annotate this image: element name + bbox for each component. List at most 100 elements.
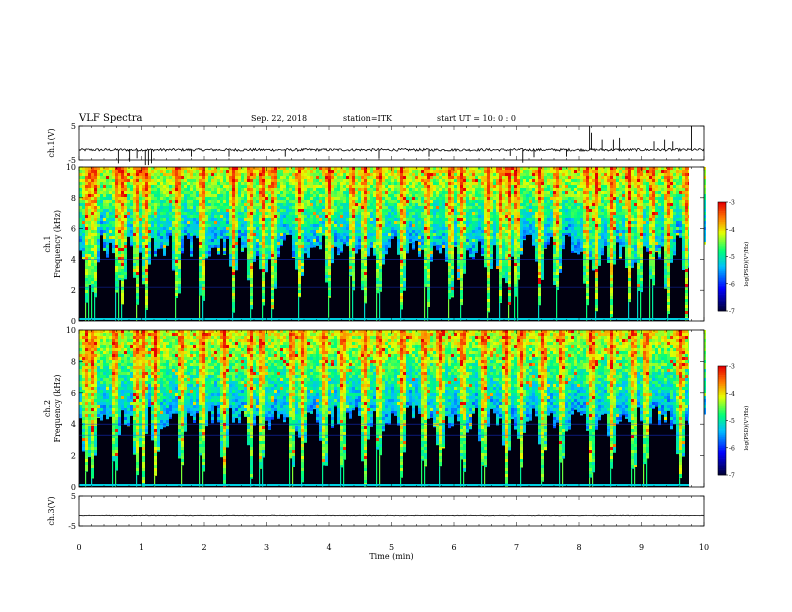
spectrogram-cell	[103, 194, 106, 197]
spectrogram-cell	[421, 245, 424, 248]
spectrogram-cell	[307, 233, 310, 236]
spectrogram-cell	[91, 266, 94, 269]
spectrogram-cell	[487, 206, 490, 209]
spectrogram-cell	[490, 185, 493, 188]
spectrogram-cell	[229, 257, 232, 260]
spectrogram-cell	[193, 188, 196, 191]
spectrogram-cell	[211, 203, 214, 206]
spectrogram-cell	[109, 230, 112, 233]
spectrogram-spike	[427, 307, 429, 321]
spectrogram-cell	[418, 197, 421, 200]
spectrogram-cell	[223, 227, 226, 230]
spectrogram-cell	[190, 245, 193, 248]
spectrogram-cell	[166, 167, 169, 170]
spectrogram-cell	[199, 239, 202, 242]
spectrogram-cell	[457, 224, 460, 227]
spectrogram-cell	[148, 209, 151, 212]
spectrogram-cell	[313, 167, 316, 170]
spectrogram-cell	[187, 176, 190, 179]
spectrogram-cell	[268, 233, 271, 236]
spectrogram-cell	[313, 179, 316, 182]
spectrogram-cell	[394, 203, 397, 206]
spectrogram-cell	[136, 254, 139, 257]
spectrogram-spike	[499, 303, 501, 321]
spectrogram-cell	[517, 224, 520, 227]
spectrogram-cell	[133, 248, 136, 251]
spectrogram-cell	[298, 269, 301, 272]
spectrogram-cell	[142, 194, 145, 197]
spectrogram-cell	[280, 242, 283, 245]
spectrogram-cell	[283, 203, 286, 206]
spectrogram-cell	[94, 206, 97, 209]
spectrogram-cell	[277, 188, 280, 191]
spectrogram-cell	[517, 179, 520, 182]
spectrogram-cell	[196, 197, 199, 200]
spectrogram-cell	[385, 185, 388, 188]
spectrogram-cell	[472, 239, 475, 242]
spectrogram-cell	[202, 227, 205, 230]
spectrogram-cell	[163, 242, 166, 245]
spectrogram-cell	[406, 215, 409, 218]
spectrogram-cell	[370, 233, 373, 236]
spectrogram-cell	[418, 233, 421, 236]
spectrogram-cell	[184, 197, 187, 200]
spectrogram-cell	[148, 185, 151, 188]
spectrogram-cell	[376, 260, 379, 263]
spectrogram-cell	[178, 179, 181, 182]
spectrogram-cell	[109, 227, 112, 230]
spectrogram-cell	[274, 230, 277, 233]
spectrogram-cell	[331, 233, 334, 236]
spectrogram-cell	[427, 254, 430, 257]
spectrogram-cell	[451, 242, 454, 245]
spectrogram-cell	[499, 257, 502, 260]
spectrogram-cell	[400, 182, 403, 185]
spectrogram-cell	[307, 209, 310, 212]
spectrogram-cell	[331, 215, 334, 218]
spectrogram-cell	[448, 254, 451, 257]
spectrogram-cell	[136, 188, 139, 191]
spectrogram-cell	[496, 245, 499, 248]
spectrogram-cell	[505, 257, 508, 260]
spectrogram-cell	[448, 170, 451, 173]
spectrogram-cell	[160, 242, 163, 245]
spectrogram-cell	[457, 251, 460, 254]
spectrogram-cell	[352, 269, 355, 272]
spectrogram-cell	[484, 188, 487, 191]
spectrogram-cell	[355, 221, 358, 224]
spectrogram-cell	[136, 227, 139, 230]
spectrogram-cell	[94, 182, 97, 185]
spectrogram-cell	[88, 212, 91, 215]
spectrogram-cell	[490, 251, 493, 254]
spectrogram-cell	[301, 176, 304, 179]
spectrogram-cell	[190, 218, 193, 221]
spectrogram-spike	[448, 299, 450, 321]
spectrogram-cell	[514, 197, 517, 200]
spectrogram-cell	[274, 254, 277, 257]
spectrogram-cell	[109, 182, 112, 185]
spectrogram-cell	[337, 242, 340, 245]
spectrogram-cell	[433, 194, 436, 197]
spectrogram-cell	[199, 272, 202, 275]
spectrogram-cell	[103, 230, 106, 233]
spectrogram-cell	[202, 221, 205, 224]
spectrogram-cell	[400, 248, 403, 251]
spectrogram-cell	[394, 230, 397, 233]
spectrogram-cell	[376, 200, 379, 203]
spectrogram-cell	[421, 233, 424, 236]
spectrogram-cell	[106, 209, 109, 212]
spectrogram-cell	[466, 188, 469, 191]
spectrogram-cell	[238, 197, 241, 200]
spectrogram-cell	[148, 230, 151, 233]
spectrogram-cell	[211, 167, 214, 170]
spectrogram-cell	[478, 224, 481, 227]
spectrogram-cell	[214, 185, 217, 188]
spectrogram-cell	[112, 206, 115, 209]
spectrogram-cell	[505, 248, 508, 251]
spectrogram-cell	[199, 185, 202, 188]
spectrogram-cell	[364, 260, 367, 263]
spectrogram-cell	[460, 194, 463, 197]
spectrogram-cell	[523, 185, 526, 188]
spectrogram-cell	[286, 224, 289, 227]
spectrogram-cell	[103, 200, 106, 203]
spectrogram-cell	[400, 173, 403, 176]
